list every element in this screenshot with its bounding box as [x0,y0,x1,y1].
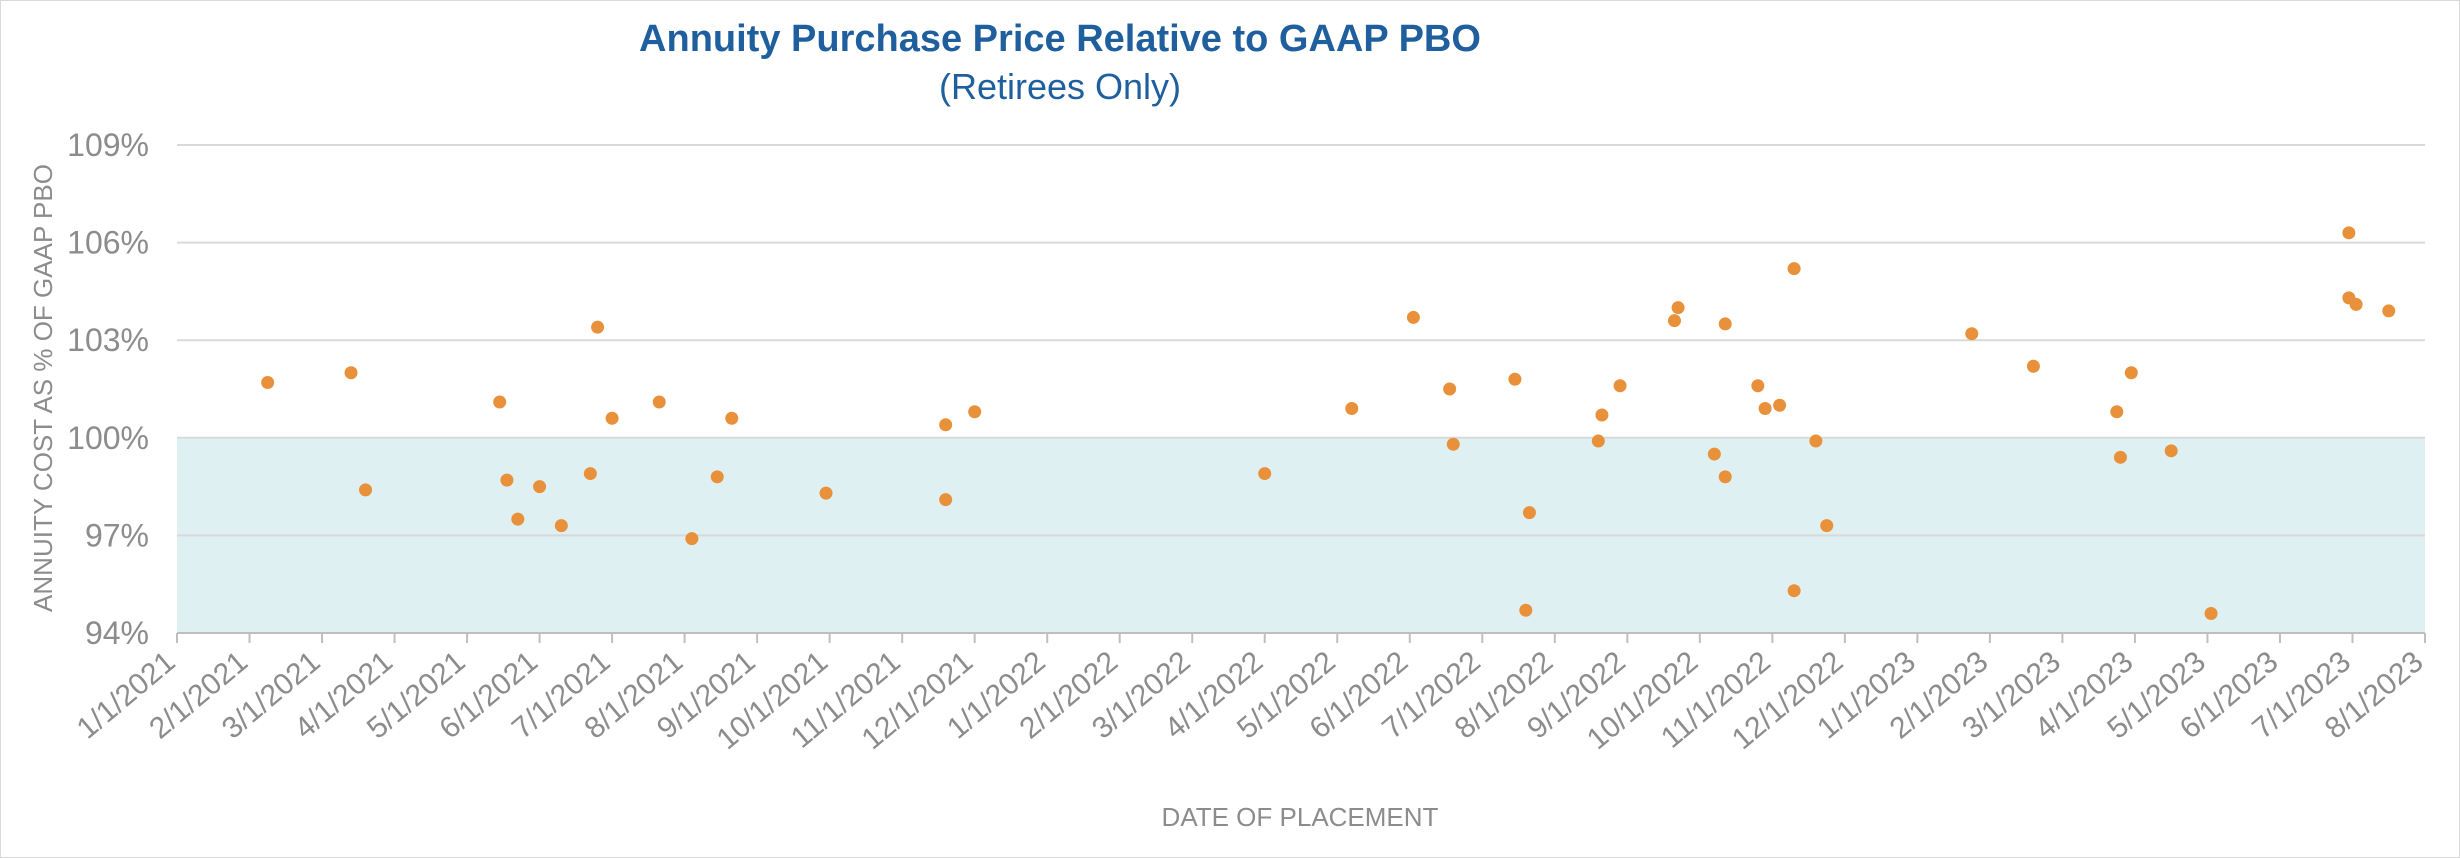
data-point [1965,327,1979,341]
data-point [554,519,568,533]
data-point [1519,603,1533,617]
data-point [1787,584,1801,598]
y-tick-label: 109% [67,127,149,163]
y-tick-label: 94% [85,615,149,651]
data-point [1758,402,1772,416]
y-axis-label: ANNUITY COST AS % OF GAAP PBO [28,164,58,612]
data-point [583,467,597,481]
data-point [2204,606,2218,620]
chart-title: Annuity Purchase Price Relative to GAAP … [639,18,1481,60]
data-point [1707,447,1721,461]
data-point [1751,379,1765,393]
data-point [819,486,833,500]
data-point [493,395,507,409]
data-point [511,512,525,526]
data-point [2382,304,2396,318]
data-point [2342,226,2356,240]
data-point [1595,408,1609,422]
data-point [1809,434,1823,448]
data-point [1671,301,1685,315]
data-point [2349,297,2363,311]
data-point [652,395,666,409]
data-point [1718,470,1732,484]
data-point [500,473,514,487]
data-point [1258,467,1272,481]
data-point [710,470,724,484]
data-point [533,480,547,494]
data-point [1787,262,1801,276]
data-point [261,375,275,389]
data-point [591,320,605,334]
data-point [1406,310,1420,324]
data-point [939,493,953,507]
data-point [605,411,619,425]
data-point [1718,317,1732,331]
data-point [1613,379,1627,393]
y-tick-label: 97% [85,517,149,553]
data-point [1345,402,1359,416]
y-tick-label: 103% [67,322,149,358]
x-axis-label: DATE OF PLACEMENT [1162,802,1439,832]
data-point [2124,366,2138,380]
data-point [344,366,358,380]
data-point [939,418,953,432]
data-point [2110,405,2124,419]
data-point [725,411,739,425]
data-point [359,483,373,497]
data-point [2164,444,2178,458]
data-point [1773,398,1787,412]
data-point [2113,450,2127,464]
data-point [1443,382,1457,396]
data-point [1667,314,1681,328]
data-point [1508,372,1522,386]
data-point [1522,506,1536,520]
chart-subtitle: (Retirees Only) [938,66,1182,107]
data-point [685,532,699,546]
y-tick-label: 106% [67,225,149,261]
data-point [1446,437,1460,451]
data-point [1820,519,1834,533]
y-tick-label: 100% [67,420,149,456]
data-point [968,405,982,419]
data-point [1591,434,1605,448]
data-point [2026,359,2040,373]
